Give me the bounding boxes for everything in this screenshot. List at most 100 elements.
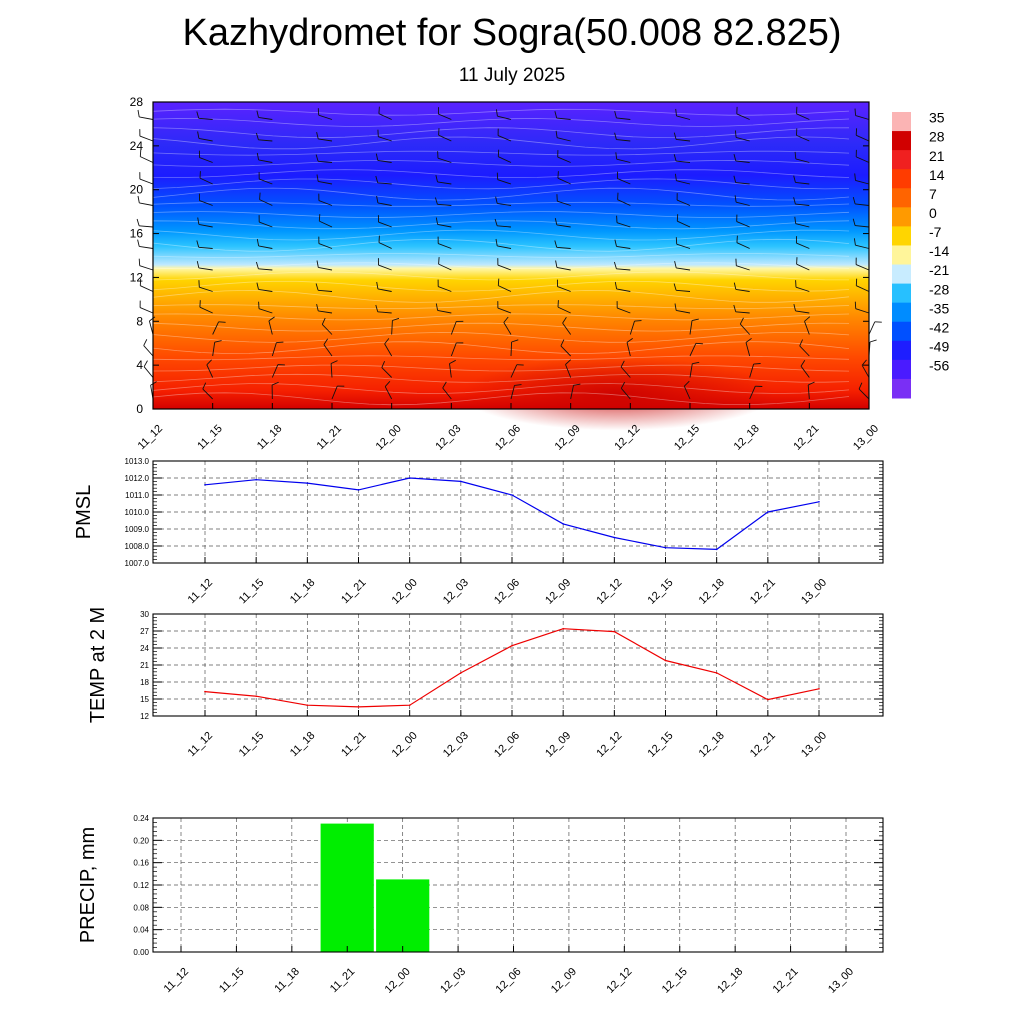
wind-barb-flag [375, 153, 379, 161]
wind-barb-flag [435, 217, 439, 225]
data-point [255, 695, 257, 697]
precip-axis-label: PRECIP, mm [77, 827, 99, 943]
contour-line [152, 178, 850, 190]
data-point [408, 477, 411, 479]
wind-barb-flag [692, 361, 700, 365]
wind-barb [676, 309, 691, 314]
wind-barb [565, 364, 572, 378]
x-tick-label: 12_21 [791, 423, 821, 453]
x-tick-label: 11_12 [162, 966, 192, 996]
x-tick-label: 12_06 [494, 966, 524, 996]
wind-barb [510, 341, 513, 357]
wind-barb-flag [514, 384, 522, 386]
x-tick-label: 12_09 [549, 966, 579, 996]
y-tick-label: 30 [140, 610, 149, 619]
contour-line [152, 304, 850, 310]
wind-barb [318, 114, 333, 120]
colorbar-label: -21 [929, 262, 949, 278]
wind-barb-flag [136, 218, 140, 226]
wind-barb [556, 224, 571, 228]
wind-barb [318, 310, 333, 314]
x-tick-label: 11_15 [217, 966, 247, 996]
colorbar-label: -35 [929, 300, 949, 316]
wind-barb [616, 268, 631, 271]
wind-barb-flag [793, 303, 796, 312]
contour-line [152, 262, 850, 270]
wind-barb [258, 268, 273, 271]
wind-barb-flag [615, 152, 618, 160]
wind-barb [377, 182, 392, 185]
wind-barb-flag [197, 217, 200, 225]
colorbar-label: -28 [929, 281, 949, 297]
wind-barb [258, 159, 273, 163]
y-tick-label: 15 [140, 695, 149, 704]
x-tick-label: 11_21 [315, 423, 345, 453]
temp-2m-chart: 12 15 18 21 24 27 30 11_12 11_15 11_18 11_21 12_00 1… [87, 607, 884, 760]
wind-barb-flag [614, 281, 618, 289]
wind-barb-flag [614, 132, 617, 140]
wind-barb-flag [323, 338, 329, 345]
wind-barb [689, 343, 697, 357]
y-tick-label: 0.00 [133, 948, 149, 957]
colorbar-label: 35 [929, 110, 945, 126]
colorbar-label: 0 [929, 205, 937, 221]
wind-barb [139, 178, 154, 185]
wind-barb-flag [375, 304, 379, 312]
wind-barb [437, 309, 452, 314]
wind-barb [139, 202, 154, 206]
wind-barb-flag [554, 240, 558, 248]
wind-barb [199, 177, 213, 185]
wind-barb-flag [256, 152, 260, 160]
wind-barb-flag [392, 317, 400, 321]
wind-barb-flag [799, 339, 804, 347]
wind-barb [676, 160, 691, 163]
wind-barb [617, 307, 631, 314]
colorbar-swatch [892, 359, 911, 380]
wind-barb-flag [854, 108, 857, 116]
x-tick-label: 12_15 [646, 577, 676, 607]
contour-line [152, 187, 850, 201]
wind-barb [139, 265, 154, 271]
x-tick-label: 12_12 [594, 577, 624, 607]
colorbar-label: 28 [929, 129, 945, 145]
x-tick-label: 12_03 [441, 577, 471, 607]
colorbar-label: 14 [929, 167, 945, 183]
wind-barb [318, 180, 333, 185]
wind-barb [626, 342, 631, 357]
y-tick-label: 21 [140, 661, 149, 670]
wind-barb [800, 365, 810, 378]
wind-barb [258, 308, 273, 314]
y-tick-label: 20 [130, 183, 144, 197]
colorbar-swatch [892, 169, 911, 189]
data-point [562, 627, 564, 630]
wind-barb-flag [852, 196, 856, 205]
wind-barb [139, 307, 154, 314]
wind-barb-flag [674, 173, 677, 181]
y-tick-label: 18 [140, 678, 149, 687]
wind-barb [557, 306, 571, 314]
wind-barb-flag [196, 261, 200, 268]
data-point [255, 478, 257, 481]
wind-barb [438, 286, 452, 292]
contour-line [152, 108, 850, 116]
wind-barb-flag [800, 360, 806, 367]
wind-barb [556, 117, 571, 120]
wind-barb-flag [259, 192, 261, 200]
y-tick-label: 4 [136, 358, 143, 372]
wind-barb-flag [316, 174, 319, 182]
wind-barb [498, 285, 512, 292]
wind-barb-flag [739, 317, 744, 325]
wind-barb-flag [330, 360, 338, 364]
wind-barb [676, 243, 691, 249]
colorbar-swatch [892, 150, 911, 170]
x-tick-label: 12_09 [543, 730, 573, 760]
x-tick-label: 11_18 [288, 577, 318, 607]
x-tick-label: 12_12 [594, 730, 624, 760]
wind-barb [377, 159, 392, 163]
wind-barb [258, 139, 273, 142]
y-tick-label: 12 [140, 712, 149, 721]
y-tick-label: 1010.0 [125, 508, 150, 517]
wind-barb [377, 288, 392, 292]
contour-line [152, 313, 850, 321]
contour-line [152, 118, 850, 127]
